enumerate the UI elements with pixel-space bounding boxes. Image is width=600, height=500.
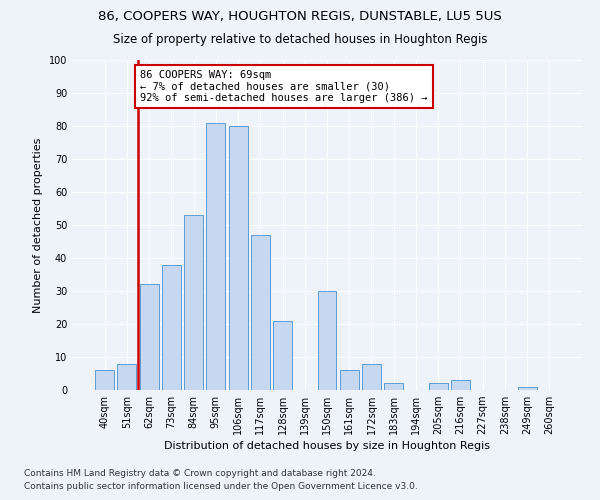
Bar [184,215,203,390]
Text: 86, COOPERS WAY, HOUGHTON REGIS, DUNSTABLE, LU5 5US: 86, COOPERS WAY, HOUGHTON REGIS, DUNSTAB… [98,10,502,23]
Bar [229,126,248,390]
Text: Contains public sector information licensed under the Open Government Licence v3: Contains public sector information licen… [24,482,418,491]
Bar [429,384,448,390]
Text: Size of property relative to detached houses in Houghton Regis: Size of property relative to detached ho… [113,32,487,46]
Y-axis label: Number of detached properties: Number of detached properties [33,138,43,312]
Text: 86 COOPERS WAY: 69sqm
← 7% of detached houses are smaller (30)
92% of semi-detac: 86 COOPERS WAY: 69sqm ← 7% of detached h… [140,70,428,103]
Bar [118,364,136,390]
Bar [362,364,381,390]
Bar [340,370,359,390]
X-axis label: Distribution of detached houses by size in Houghton Regis: Distribution of detached houses by size … [164,442,490,452]
Bar [451,380,470,390]
Bar [251,235,270,390]
Bar [140,284,158,390]
Bar [317,291,337,390]
Text: Contains HM Land Registry data © Crown copyright and database right 2024.: Contains HM Land Registry data © Crown c… [24,468,376,477]
Bar [162,264,181,390]
Bar [384,384,403,390]
Bar [273,320,292,390]
Bar [95,370,114,390]
Bar [518,386,536,390]
Bar [206,122,225,390]
